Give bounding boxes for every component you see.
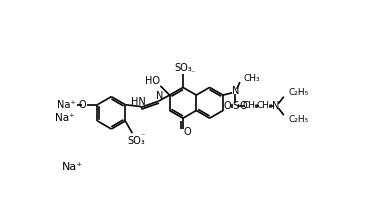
Text: N: N (156, 91, 164, 101)
Text: CH₂: CH₂ (243, 101, 259, 110)
Text: N: N (232, 86, 240, 96)
Text: Na⁺: Na⁺ (55, 113, 74, 123)
Text: Na⁺: Na⁺ (57, 100, 76, 110)
Text: CH₂: CH₂ (256, 101, 273, 110)
Text: Na⁺: Na⁺ (61, 162, 83, 172)
Text: O: O (78, 100, 86, 110)
Text: ⁻: ⁻ (141, 132, 145, 141)
Text: O: O (239, 101, 247, 111)
Text: ⁻: ⁻ (191, 68, 195, 77)
Text: HO: HO (145, 76, 160, 86)
Text: CH₃: CH₃ (244, 74, 260, 83)
Text: N: N (272, 101, 280, 111)
Text: S: S (232, 101, 238, 111)
Text: SO₃: SO₃ (175, 63, 193, 73)
Text: C₂H₅: C₂H₅ (288, 88, 309, 97)
Text: O: O (224, 101, 231, 111)
Text: C₂H₅: C₂H₅ (288, 115, 309, 124)
Text: O: O (184, 127, 191, 137)
Text: HN: HN (131, 97, 146, 107)
Text: SO₃: SO₃ (127, 136, 145, 146)
